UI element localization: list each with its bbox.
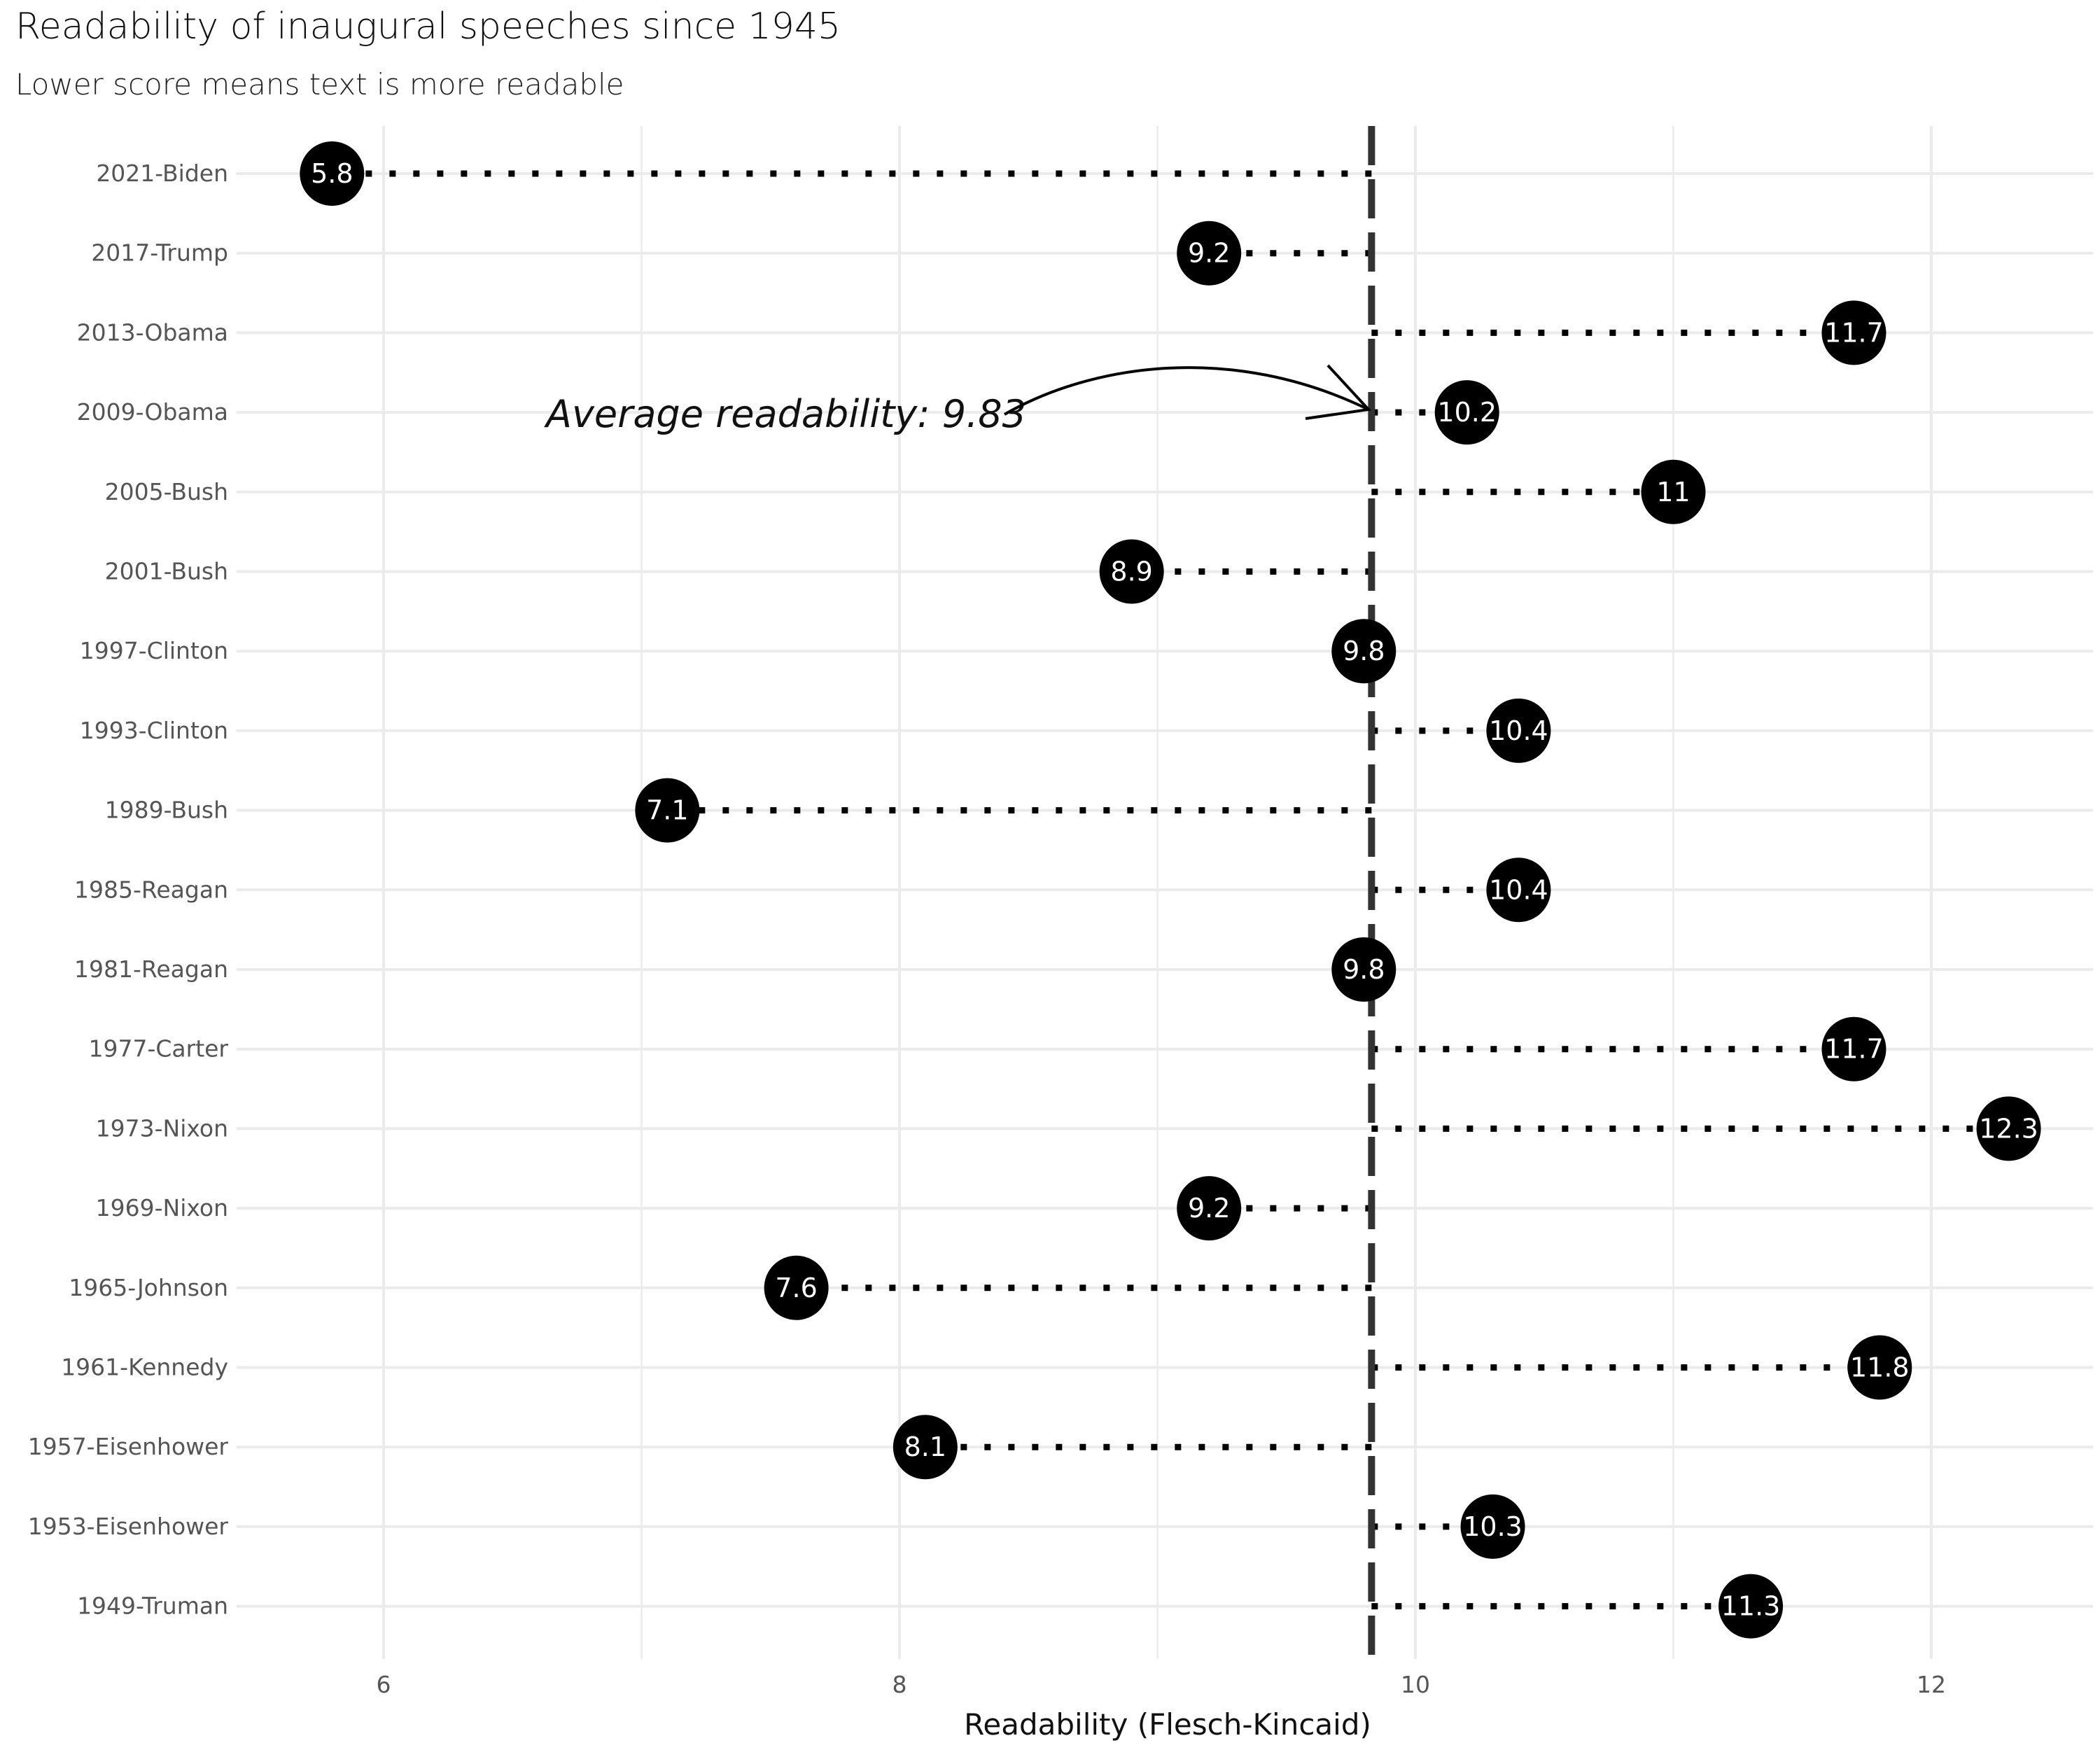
y-tick-label: 1993-Clinton (80, 717, 228, 744)
point-2001-Bush (1099, 539, 1164, 604)
annotation-arrowhead (1305, 364, 1372, 420)
y-axis-ticks: 2021-Biden 2017-Trump 2013-Obama 2009-Obama… (28, 160, 229, 1620)
point-label: 12.3 (1979, 1113, 2038, 1144)
y-tick-label: 1981-Reagan (74, 955, 228, 983)
y-tick-label: 2001-Bush (105, 558, 228, 585)
point-1973-Nixon (1976, 1096, 2041, 1161)
point-2005-Bush (1641, 459, 1706, 524)
y-tick-label: 2017-Trump (91, 239, 228, 267)
y-tick-label: 1973-Nixon (96, 1114, 228, 1142)
y-tick-label: 2005-Bush (105, 478, 228, 505)
point-label: 9.8 (1343, 636, 1385, 666)
point-label: 7.6 (775, 1273, 817, 1303)
y-tick-label: 1969-Nixon (96, 1194, 228, 1222)
point-label: 11.8 (1850, 1352, 1910, 1383)
point-2017-Trump (1177, 220, 1242, 286)
points: 5.8 9.2 11.7 10.2 11 8.9 9.8 10.4 7.1 10.4 9.8 11.7… (300, 141, 2041, 1639)
y-tick-label: 1985-Reagan (74, 876, 228, 903)
x-axis-title: Readability (Flesch-Kincaid) (964, 1707, 1371, 1742)
point-label: 5.8 (311, 158, 353, 189)
point-1953-Eisenhower (1460, 1494, 1525, 1559)
point-1993-Clinton (1486, 698, 1551, 763)
point-label: 10.4 (1489, 715, 1548, 746)
point-2021-Biden (300, 141, 365, 206)
x-axis-ticks: 6 8 10 12 (377, 1671, 1947, 1698)
y-tick-label: 2021-Biden (96, 160, 228, 187)
y-tick-label: 1957-Eisenhower (28, 1433, 229, 1460)
point-2009-Obama (1434, 380, 1499, 445)
chart-title: Readability of inaugural speeches since … (15, 6, 841, 48)
point-label: 11.7 (1824, 1034, 1884, 1065)
point-2013-Obama (1821, 300, 1886, 365)
x-tick-label: 6 (377, 1671, 391, 1698)
y-tick-label: 1997-Clinton (80, 637, 228, 664)
annotation-text: Average readability: 9.83 (544, 392, 1026, 436)
y-tick-label: 1953-Eisenhower (28, 1513, 229, 1540)
point-1957-Eisenhower (892, 1415, 958, 1480)
point-label: 10.2 (1437, 397, 1497, 428)
point-label: 7.1 (646, 795, 688, 826)
point-1997-Clinton (1331, 619, 1396, 684)
y-tick-label: 1949-Truman (77, 1592, 228, 1620)
annotation-group: Average readability: 9.83 (544, 364, 1372, 436)
point-1981-Reagan (1331, 937, 1396, 1002)
y-tick-label: 2013-Obama (77, 318, 228, 346)
gridlines (237, 126, 2093, 1659)
point-label: 8.9 (1110, 556, 1152, 587)
point-1949-Truman (1718, 1574, 1784, 1639)
point-1961-Kennedy (1847, 1335, 1912, 1400)
point-1969-Nixon (1177, 1176, 1242, 1241)
y-tick-label: 1965-Johnson (69, 1274, 228, 1301)
annotation-arrow (1004, 366, 1369, 416)
chart-subtitle: Lower score means text is more readable (15, 67, 624, 102)
point-label: 9.8 (1343, 954, 1385, 985)
point-label: 11.7 (1824, 317, 1884, 348)
y-tick-label: 1961-Kennedy (61, 1354, 228, 1381)
x-tick-label: 12 (1917, 1671, 1946, 1698)
x-tick-label: 8 (892, 1671, 907, 1698)
point-1989-Bush (635, 778, 700, 843)
y-tick-label: 2009-Obama (77, 398, 228, 426)
point-label: 11.3 (1721, 1591, 1781, 1622)
point-1965-Johnson (764, 1255, 829, 1320)
point-label: 11 (1656, 477, 1690, 507)
point-1985-Reagan (1486, 858, 1551, 923)
point-label: 8.1 (904, 1432, 946, 1462)
point-label: 10.3 (1463, 1511, 1522, 1542)
point-label: 9.2 (1188, 1193, 1230, 1224)
x-tick-label: 10 (1401, 1671, 1430, 1698)
point-label: 9.2 (1188, 238, 1230, 269)
y-tick-label: 1977-Carter (88, 1035, 228, 1063)
point-label: 10.4 (1489, 874, 1548, 905)
point-1977-Carter (1821, 1016, 1886, 1082)
y-tick-label: 1989-Bush (105, 797, 228, 824)
